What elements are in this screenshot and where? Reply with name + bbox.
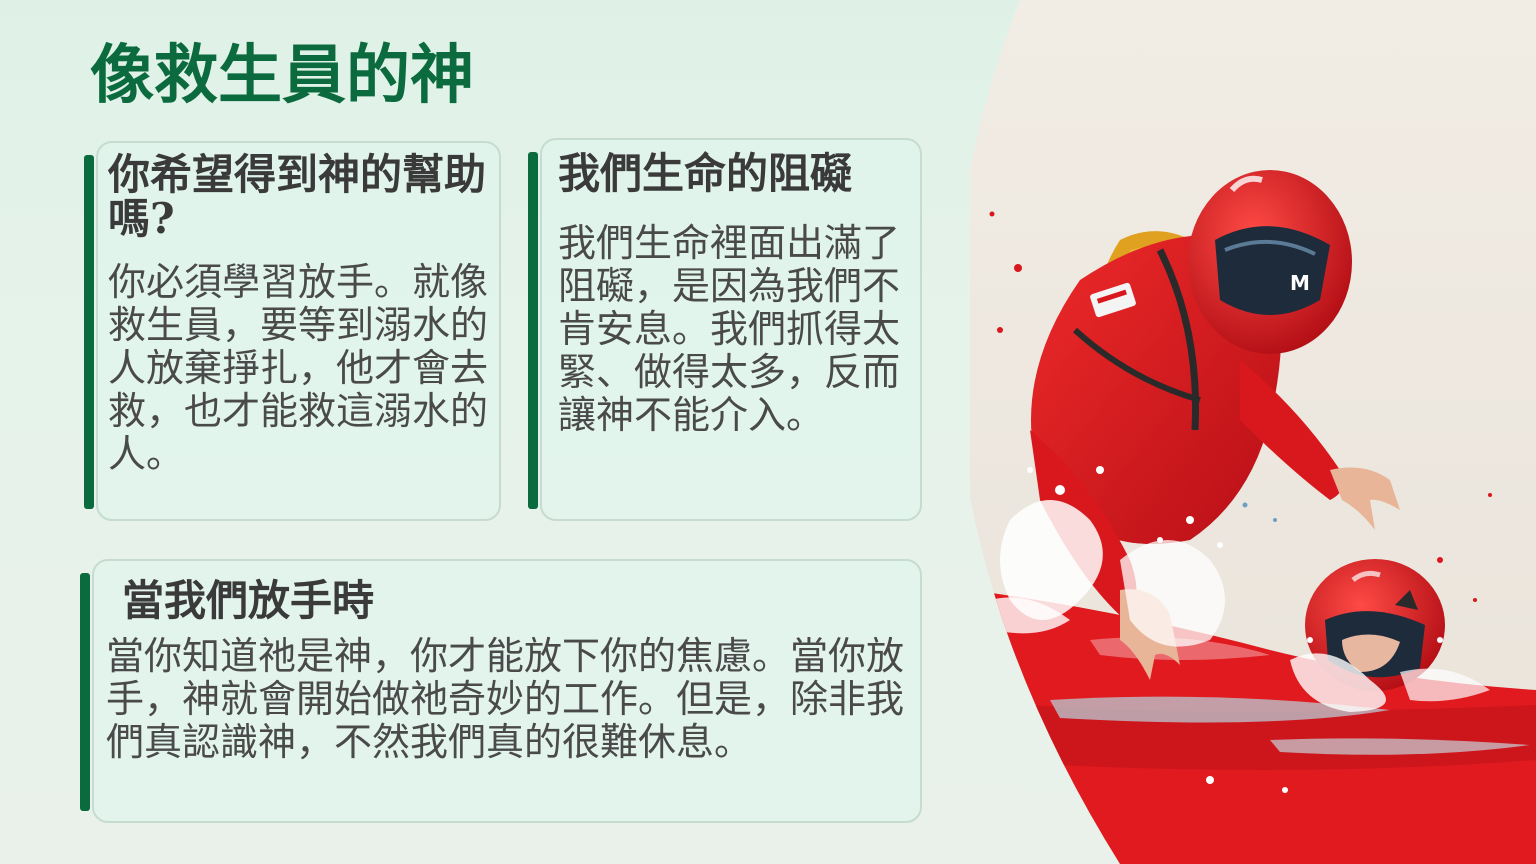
card-title: 當我們放手時 [122,576,375,625]
card-accent-bar [80,573,90,811]
card-accent-bar [528,152,538,509]
svg-text:M: M [1290,271,1310,295]
card-letting-go: 當我們放手時 當你知道祂是神，你才能放下你的焦慮。當你放手，神就會開始做祂奇妙的… [80,559,922,823]
card-title: 我們生命的阻礙 [558,149,853,198]
card-body: 你必須學習放手。就像救生員，要等到溺水的人放棄掙扎，他才會去救，也才能救這溺水的… [108,260,489,476]
card-body: 我們生命裡面出滿了阻礙，是因為我們不肯安息。我們抓得太緊、做得太多，反而讓神不能… [558,221,901,437]
card-title: 你希望得到神的幫助嗎? [108,150,487,243]
slide-title: 像救生員的神 [90,38,474,113]
lifeguard-rescue-image: M [970,0,1536,864]
card-accent-bar [84,155,94,509]
card-body: 當你知道祂是神，你才能放下你的焦慮。當你放手，神就會開始做祂奇妙的工作。但是，除… [106,634,905,764]
card-seek-help: 你希望得到神的幫助嗎? 你必須學習放手。就像救生員，要等到溺水的人放棄掙扎，他才… [84,141,501,521]
card-obstacles: 我們生命的阻礙 我們生命裡面出滿了阻礙，是因為我們不肯安息。我們抓得太緊、做得太… [528,138,922,521]
